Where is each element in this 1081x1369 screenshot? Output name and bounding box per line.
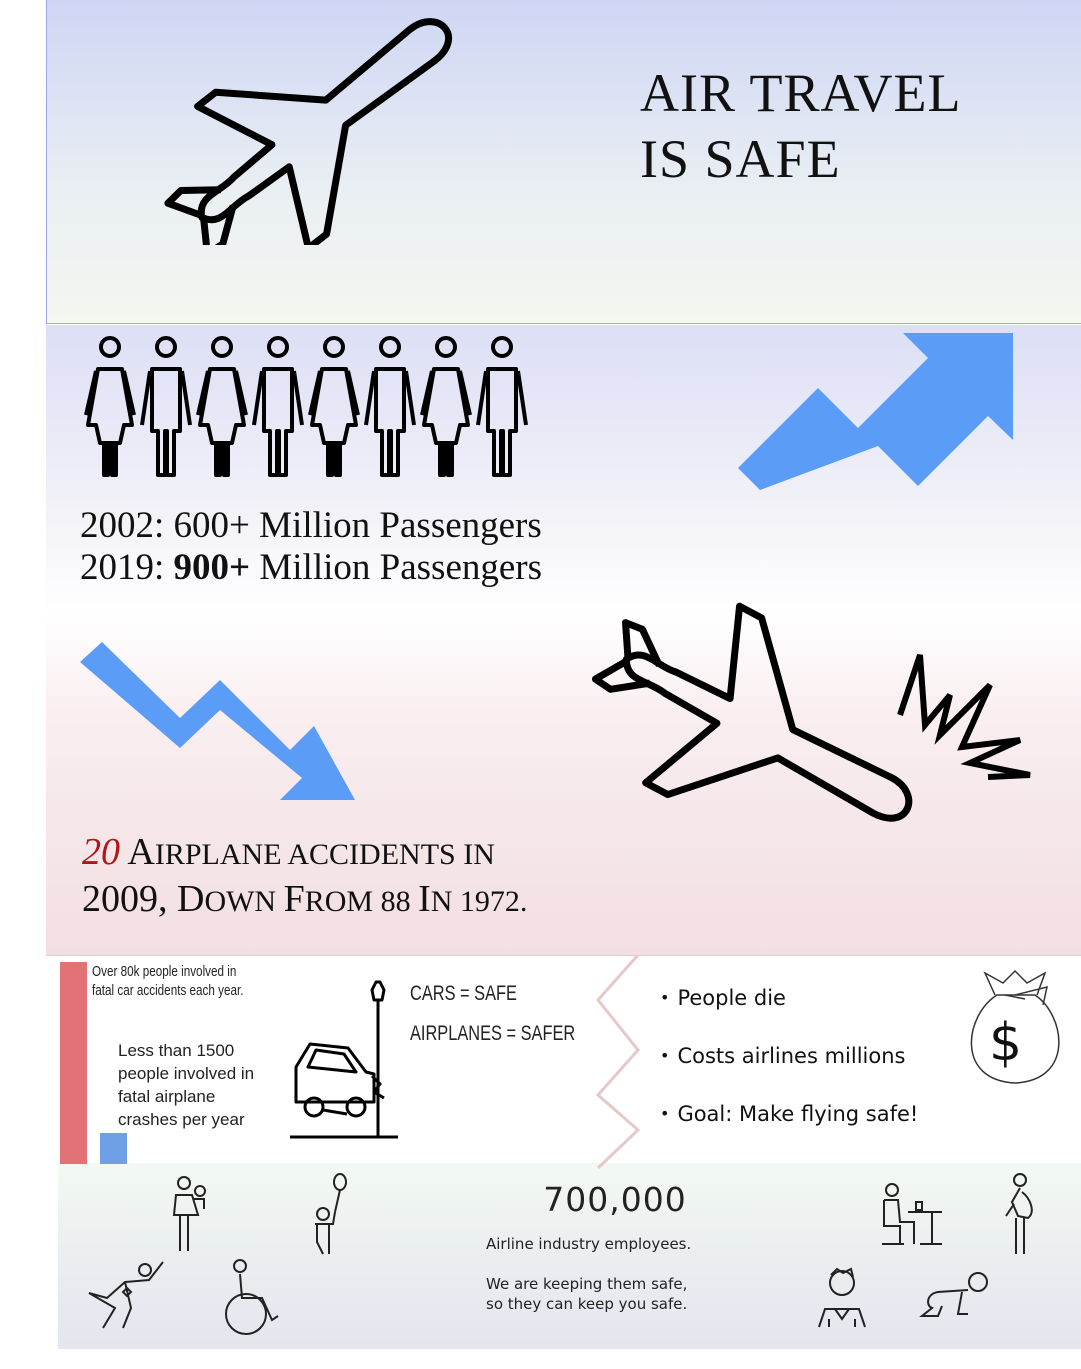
accident-stats: 20 AIRPLANE ACCIDENTS IN 2009, DOWN FROM… bbox=[82, 830, 527, 924]
parent-child-icon bbox=[170, 1175, 210, 1255]
crashing-airplane-icon bbox=[590, 585, 1040, 855]
accident-line-1: 20 AIRPLANE ACCIDENTS IN bbox=[82, 831, 495, 873]
people-group-icon bbox=[82, 335, 542, 485]
airplane-accident-text: Less than 1500 people involved in fatal … bbox=[118, 1041, 255, 1129]
person-icon bbox=[308, 336, 360, 477]
money-bag-icon: $ bbox=[955, 965, 1075, 1090]
person-icon bbox=[196, 336, 248, 477]
pregnant-woman-icon bbox=[1000, 1172, 1040, 1257]
zigzag-divider bbox=[590, 955, 650, 1170]
worker-desk-icon bbox=[880, 1182, 945, 1252]
airplane-accident-bar bbox=[100, 1133, 127, 1164]
airplanes-label: AIRPLANES = SAFER bbox=[410, 1022, 576, 1045]
boy-icon bbox=[815, 1265, 870, 1330]
bullet-list: People die Costs airlines millions Goal:… bbox=[660, 970, 918, 1144]
passenger-stat-2002: 2002: 600+ Million Passengers bbox=[80, 505, 542, 546]
employee-label: Airline industry employees. bbox=[486, 1235, 692, 1253]
accident-line-2: 2009, DOWN FROM 88 IN 1972. bbox=[82, 878, 528, 920]
safety-labels: CARS = SAFE AIRPLANES = SAFER bbox=[410, 974, 575, 1054]
superhero-icon bbox=[85, 1258, 170, 1333]
bullet-item: Goal: Make flying safe! bbox=[660, 1086, 918, 1144]
header-section bbox=[46, 0, 1081, 324]
accident-count: 20 bbox=[82, 831, 120, 873]
crawling-baby-icon bbox=[918, 1270, 993, 1320]
car-accident-text: Over 80k people involved in fatal car ac… bbox=[92, 963, 244, 999]
employees-section bbox=[58, 1163, 1081, 1349]
person-icon bbox=[364, 336, 416, 477]
wheelchair-icon bbox=[220, 1258, 285, 1338]
employee-message: We are keeping them safe, so they can ke… bbox=[486, 1275, 688, 1313]
person-icon bbox=[252, 336, 304, 477]
car-accident-bar bbox=[60, 962, 87, 1164]
bullet-item: Costs airlines millions bbox=[660, 1028, 918, 1086]
cars-label: CARS = SAFE bbox=[410, 982, 517, 1005]
svg-text:$: $ bbox=[989, 1013, 1022, 1073]
person-icon bbox=[476, 336, 528, 477]
page-title: AIR TRAVEL IS SAFE bbox=[640, 63, 962, 189]
passenger-stat-2019: 2019: 900+ Million Passengers bbox=[80, 547, 543, 588]
airplane-icon bbox=[140, 5, 500, 245]
passenger-stats: 2002: 600+ Million Passengers 2019: 900+… bbox=[80, 505, 542, 589]
person-icon bbox=[140, 336, 192, 477]
trend-up-arrow-icon bbox=[738, 328, 1018, 493]
bullet-item: People die bbox=[660, 970, 918, 1028]
car-crash-icon bbox=[288, 972, 403, 1142]
child-balloon-icon bbox=[305, 1172, 350, 1257]
trend-down-arrow-icon bbox=[80, 640, 360, 805]
person-icon bbox=[420, 336, 472, 477]
employee-count: 700,000 bbox=[543, 1180, 687, 1219]
person-icon bbox=[84, 336, 136, 477]
